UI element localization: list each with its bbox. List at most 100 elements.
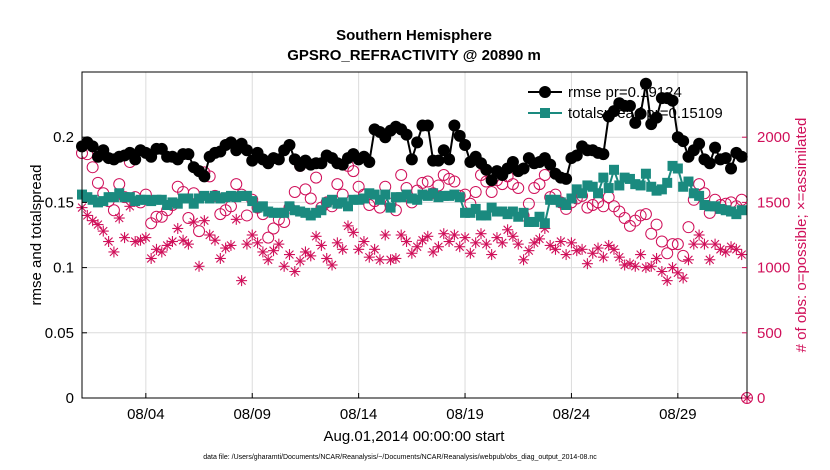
x-tick-label: 08/14 — [340, 406, 378, 423]
possible-obs-point — [91, 176, 104, 189]
totalspread-point — [550, 194, 561, 205]
assimilated-obs-point — [576, 243, 588, 255]
assimilated-obs-point — [464, 247, 476, 259]
possible-obs-point — [150, 210, 163, 223]
assimilated-obs-point — [273, 238, 285, 250]
totalspread-point — [146, 196, 157, 207]
totalspread-point — [656, 184, 667, 195]
assimilated-obs-point — [555, 236, 567, 248]
assimilated-obs-point — [119, 232, 131, 244]
legend-label-rmse: rmse pr=0.19124 — [568, 84, 682, 101]
assimilated-obs-point — [496, 237, 508, 249]
rmse-point — [629, 116, 642, 129]
totalspread-point — [284, 201, 295, 212]
totalspread-point — [172, 198, 183, 209]
assimilated-obs-point — [395, 229, 407, 241]
assimilated-obs-point — [736, 249, 748, 261]
rmse-point — [363, 155, 376, 168]
totalspread-point — [513, 211, 524, 222]
rmse-point — [182, 148, 195, 161]
totalspread-point — [343, 201, 353, 212]
totalspread-point — [135, 194, 146, 205]
rmse-point — [432, 154, 445, 167]
possible-obs-point — [581, 201, 594, 214]
totalspread-point — [327, 194, 338, 205]
assimilated-obs-point — [113, 212, 125, 224]
possible-obs-point — [395, 169, 408, 182]
assimilated-obs-point — [182, 238, 194, 250]
assimilated-obs-point — [518, 254, 530, 266]
possible-obs-point — [634, 209, 647, 222]
assimilated-obs-point — [92, 219, 104, 231]
totalspread-point — [678, 181, 689, 192]
assimilated-obs-point — [480, 238, 492, 250]
assimilated-obs-point — [305, 250, 317, 262]
assimilated-obs-point — [645, 260, 657, 272]
y-tick-label: 0.15 — [45, 194, 74, 211]
assimilated-obs-point — [177, 234, 189, 246]
totalspread-point — [364, 188, 375, 199]
rmse-point — [411, 136, 424, 149]
totalspread-point — [603, 183, 614, 194]
assimilated-obs-point — [608, 243, 620, 255]
assimilated-obs-point — [257, 246, 269, 258]
x-tick-label: 08/29 — [659, 406, 697, 423]
y-tick-label: 0 — [66, 390, 74, 407]
totalspread-point — [662, 177, 673, 188]
possible-obs-point — [522, 197, 535, 210]
y2-tick-label: 2000 — [757, 129, 790, 146]
assimilated-obs-point — [342, 220, 354, 232]
assimilated-obs-point — [156, 246, 168, 258]
totalspread-point — [704, 201, 715, 212]
totalspread-point — [188, 198, 199, 209]
totalspread-point — [119, 192, 130, 203]
assimilated-obs-point — [374, 254, 386, 266]
assimilated-obs-point — [353, 243, 365, 255]
possible-obs-point — [682, 221, 695, 234]
totalspread-point — [151, 194, 162, 205]
totalspread-point — [311, 207, 322, 218]
assimilated-obs-point — [294, 255, 306, 267]
totalspread-point — [582, 180, 593, 191]
possible-obs-point — [310, 171, 323, 184]
totalspread-point — [486, 202, 497, 213]
totalspread-point — [417, 189, 428, 200]
legend: rmse pr=0.19124 totalspread pr=0.15109 — [528, 84, 723, 122]
totalspread-point — [481, 210, 492, 221]
y-tick-label: 0.2 — [53, 129, 74, 146]
rmse-point — [719, 152, 732, 165]
legend-entry-rmse: rmse pr=0.19124 — [528, 84, 682, 101]
totalspread-point — [358, 193, 369, 204]
totalspread-point — [380, 189, 391, 200]
assimilated-obs-point — [347, 226, 359, 238]
totalspread-point — [593, 188, 604, 199]
x-tick-label: 08/04 — [127, 406, 165, 423]
totalspread-point — [390, 192, 401, 203]
rmse-point — [443, 153, 456, 166]
possible-obs-point — [432, 179, 445, 192]
y2-tick-label: 1500 — [757, 194, 790, 211]
totalspread-point — [454, 192, 465, 203]
assimilated-obs-point — [103, 236, 115, 248]
assimilated-obs-point — [337, 243, 349, 255]
possible-obs-point — [693, 178, 706, 191]
totalspread-point — [476, 210, 486, 221]
ticks: 08/04 08/09 08/14 08/19 08/24 08/29 0 0.05 0.1 0.… — [45, 129, 791, 423]
totalspread-point — [183, 193, 194, 204]
assimilated-obs-point — [422, 230, 434, 242]
totalspread-point — [92, 197, 103, 208]
possible-obs-point — [512, 182, 525, 195]
assimilated-obs-point — [401, 236, 413, 248]
totalspread-point — [194, 193, 205, 204]
assimilated-obs-point — [427, 246, 439, 258]
totalspread-point — [87, 194, 98, 205]
assimilated-obs-point — [629, 260, 641, 272]
assimilated-obs-point — [321, 252, 333, 264]
totalspread-point — [167, 197, 178, 208]
assimilated-obs-point — [565, 237, 577, 249]
y2-tick-label: 500 — [757, 325, 782, 342]
assimilated-obs-point — [443, 236, 455, 248]
possible-obs-point — [347, 165, 360, 178]
assimilated-obs-point — [635, 249, 647, 261]
